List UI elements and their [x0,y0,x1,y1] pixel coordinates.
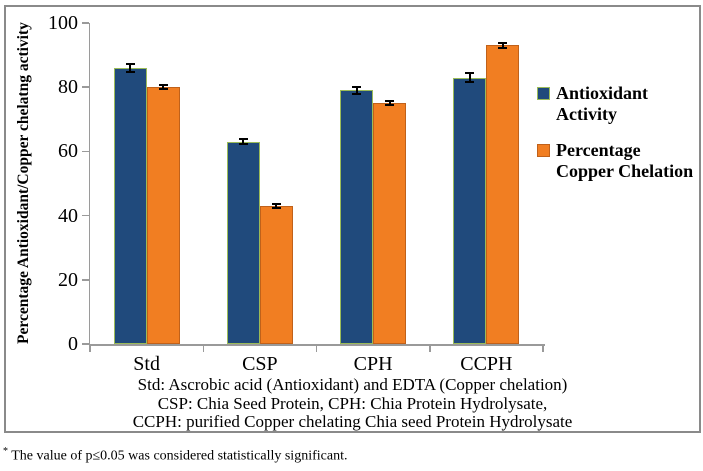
error-bar-cap-top [352,85,362,88]
error-bar-cap-bottom [271,207,281,210]
y-axis-line [88,23,90,346]
error-bar-cap-top [238,138,248,141]
error-bar-stem [162,85,165,89]
legend-label: Antioxidant Activity [556,83,649,124]
y-tick [82,279,89,281]
x-axis-caption: Std: Ascrobic acid (Antioxidant) and EDT… [6,375,699,432]
x-tick [429,345,431,352]
footnote-text: The value of p≤0.05 was considered stati… [8,448,348,464]
y-tick [82,214,89,217]
error-bar-cap-bottom [385,104,395,107]
y-tick [82,22,89,24]
error-bar-cap-top [158,84,168,87]
category-label: CSP [242,353,278,375]
bar [113,67,147,344]
error-bar-stem [388,101,391,105]
plot-area: 0 20 40 60 80 100 Std CSP CPH CCPH [6,7,699,431]
y-tick-label: 20 [58,268,78,291]
bar [226,141,260,344]
caption-line-2: CSP: Chia Seed Protein, CPH: Chia Protei… [157,393,548,413]
category-label: CPH [353,353,393,375]
legend: Antioxidant Activity Percentage Copper Ch… [537,7,703,431]
x-tick [89,345,91,352]
error-bar-stem [275,204,278,208]
bar [340,90,374,344]
error-bar-cap-bottom [238,143,248,146]
bar [146,87,180,344]
legend-swatch-icon [537,144,550,157]
y-tick-label: 60 [58,140,78,163]
x-axis-line [88,344,545,346]
legend-swatch-icon [537,87,550,100]
bar [486,45,520,344]
error-bar-cap-bottom [465,80,475,83]
error-bar-stem [501,43,504,48]
figure-frame: Percentage Antioxidant/Copper chelatng a… [4,5,701,433]
y-tick-label: 40 [58,204,78,227]
error-bar-cap-top [465,72,475,75]
bar [259,205,293,344]
error-bar-cap-top [125,62,135,65]
y-tick [82,150,89,153]
legend-label: Percentage Copper Chelation [556,140,694,181]
error-bar-stem [355,87,358,94]
bar [453,77,487,344]
error-bar-cap-bottom [498,46,508,49]
y-tick-label: 100 [48,12,78,34]
error-bar-cap-top [498,42,508,45]
error-bar-stem [468,73,471,82]
legend-entry: Antioxidant Activity [537,83,697,125]
caption-line-3: CCPH: purified Copper chelating Chia see… [132,412,573,431]
error-bar-stem [129,64,132,72]
error-bar-cap-top [271,202,281,205]
caption-line-1: Std: Ascrobic acid (Antioxidant) and EDT… [137,375,568,394]
error-bar-cap-bottom [158,88,168,91]
x-tick [315,345,318,352]
error-bar-stem [242,139,245,144]
error-bar-cap-top [385,100,395,103]
x-tick [542,345,544,352]
y-tick [82,86,89,88]
y-tick [82,343,89,345]
x-tick [202,345,204,352]
category-label: CCPH [460,353,513,375]
error-bar-cap-bottom [125,71,135,74]
footnote-marker: * [3,446,8,457]
error-bar-cap-bottom [352,93,362,96]
y-tick-label: 0 [68,333,78,355]
category-label: Std [133,353,160,375]
bar [373,103,407,344]
legend-entry: Percentage Copper Chelation [537,140,697,182]
footnote: * The value of p≤0.05 was considered sta… [3,446,347,465]
y-tick-label: 80 [58,76,78,99]
